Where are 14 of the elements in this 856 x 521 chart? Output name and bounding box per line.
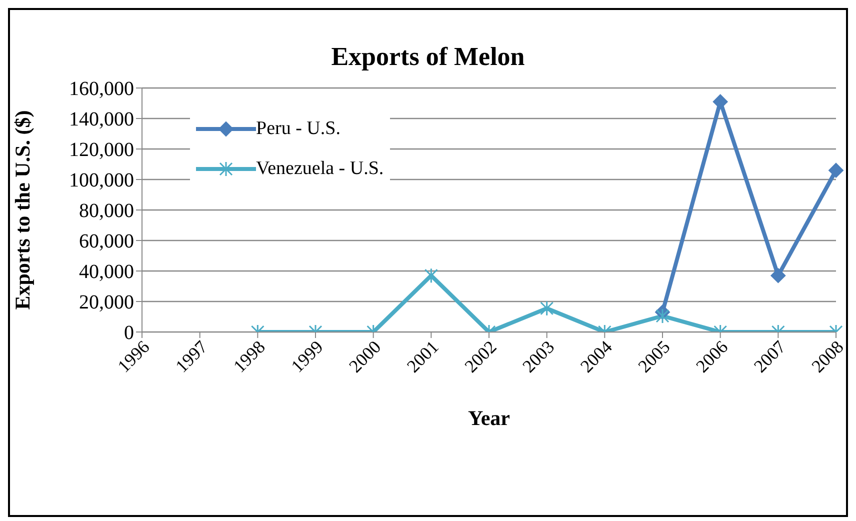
y-tick-label: 140,000 bbox=[69, 108, 134, 131]
y-tick-label: 100,000 bbox=[69, 170, 134, 192]
y-tick-label: 0 bbox=[124, 322, 134, 344]
chart-title: Exports of Melon bbox=[330, 42, 526, 72]
y-tick-label: 80,000 bbox=[79, 200, 134, 222]
y-tick-label: 40,000 bbox=[79, 261, 134, 284]
y-tick-label: 60,000 bbox=[79, 230, 134, 253]
y-axis-title: Exports to the U.S. ($) bbox=[10, 110, 34, 310]
legend-label: Venezuela - U.S. bbox=[256, 158, 384, 180]
y-tick-label: 160,000 bbox=[69, 78, 134, 100]
legend-label: Peru - U.S. bbox=[256, 118, 340, 140]
x-axis-title: Year bbox=[468, 406, 510, 430]
y-tick-label: 120,000 bbox=[69, 139, 134, 162]
y-tick-label: 20,000 bbox=[79, 292, 134, 314]
